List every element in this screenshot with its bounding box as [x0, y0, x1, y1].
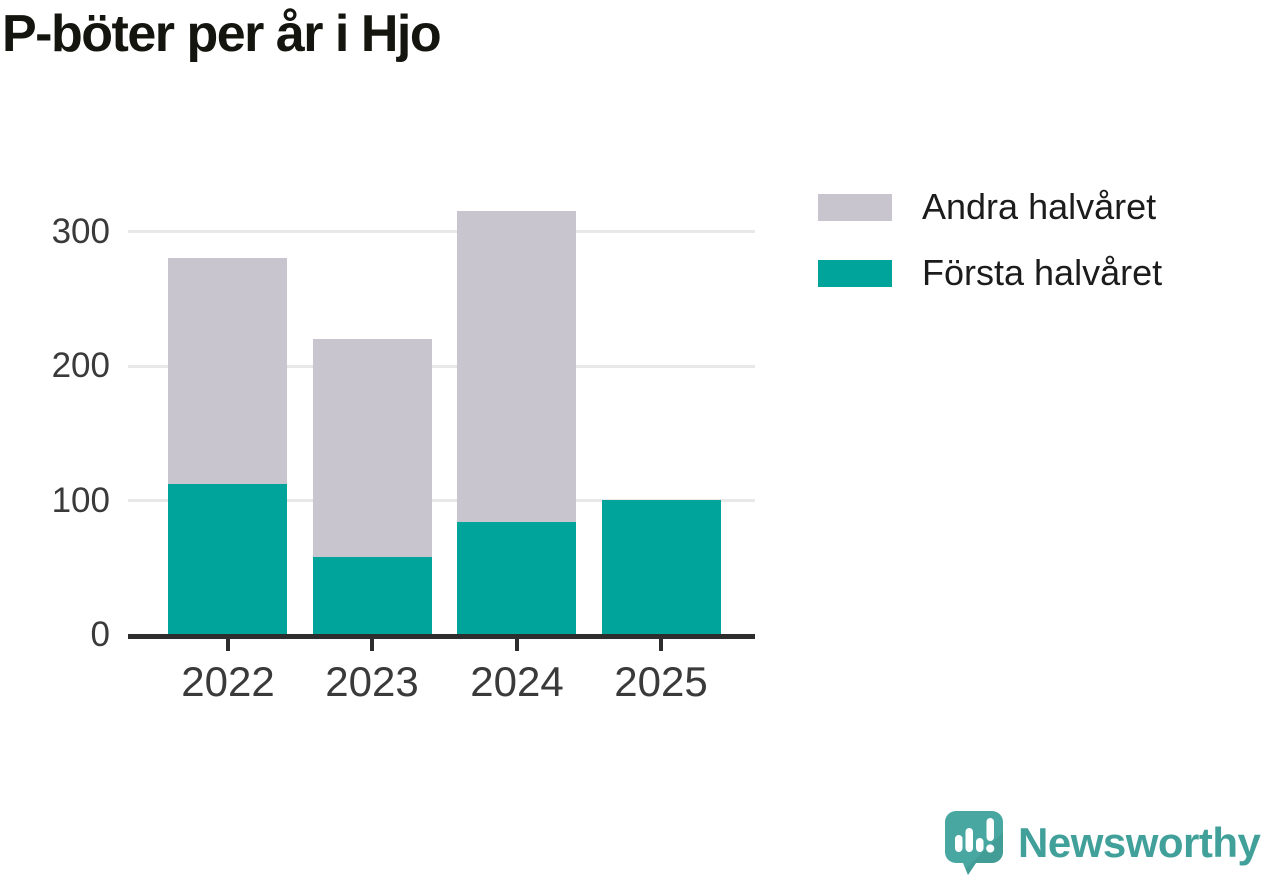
bar-segment-andra-halv-ret-2022 [168, 258, 287, 484]
bar-segment-f-rsta-halv-ret-2022 [168, 484, 287, 635]
gridline-300 [128, 230, 755, 233]
legend-swatch-andra-halvaret [818, 193, 892, 221]
x-axis-tick-2023 [370, 639, 374, 651]
chart-title: P-böter per år i Hjo [2, 5, 442, 63]
bar-segment-f-rsta-halv-ret-2024 [457, 522, 576, 635]
legend-label-forsta-halvaret: Första halvåret [922, 252, 1163, 293]
x-axis-line [128, 634, 755, 639]
bar-segment-f-rsta-halv-ret-2025 [602, 500, 721, 635]
branding: Newsworthy [944, 810, 1261, 876]
x-tick-label-2022: 2022 [181, 658, 275, 705]
legend-swatch-forsta-halvaret [818, 259, 892, 287]
x-axis-tick-2022 [226, 639, 230, 651]
bar-segment-f-rsta-halv-ret-2023 [313, 557, 432, 635]
x-axis-tick-2024 [515, 639, 519, 651]
brand-name: Newsworthy [1018, 819, 1261, 866]
bar-segment-andra-halv-ret-2023 [313, 339, 432, 557]
legend-label-andra-halvaret: Andra halvåret [922, 186, 1157, 227]
x-tick-label-2023: 2023 [325, 658, 419, 705]
y-tick-label-300: 300 [51, 211, 110, 251]
y-tick-label-0: 0 [90, 615, 110, 654]
gridline-200 [128, 364, 755, 368]
legend-item-forsta-halvaret: Första halvåret [818, 255, 1162, 291]
legend: Andra halvåret Första halvåret [818, 189, 1162, 291]
x-tick-label-2024: 2024 [470, 658, 564, 705]
x-axis-tick-2025 [659, 639, 663, 651]
newsworthy-logo-icon [945, 811, 1003, 875]
x-tick-label-2025: 2025 [614, 658, 708, 705]
gridline-100 [128, 499, 755, 502]
y-tick-label-200: 200 [51, 346, 110, 385]
bar-segment-andra-halv-ret-2024 [457, 211, 576, 522]
y-tick-label-100: 100 [51, 480, 110, 520]
legend-item-andra-halvaret: Andra halvåret [818, 189, 1162, 225]
